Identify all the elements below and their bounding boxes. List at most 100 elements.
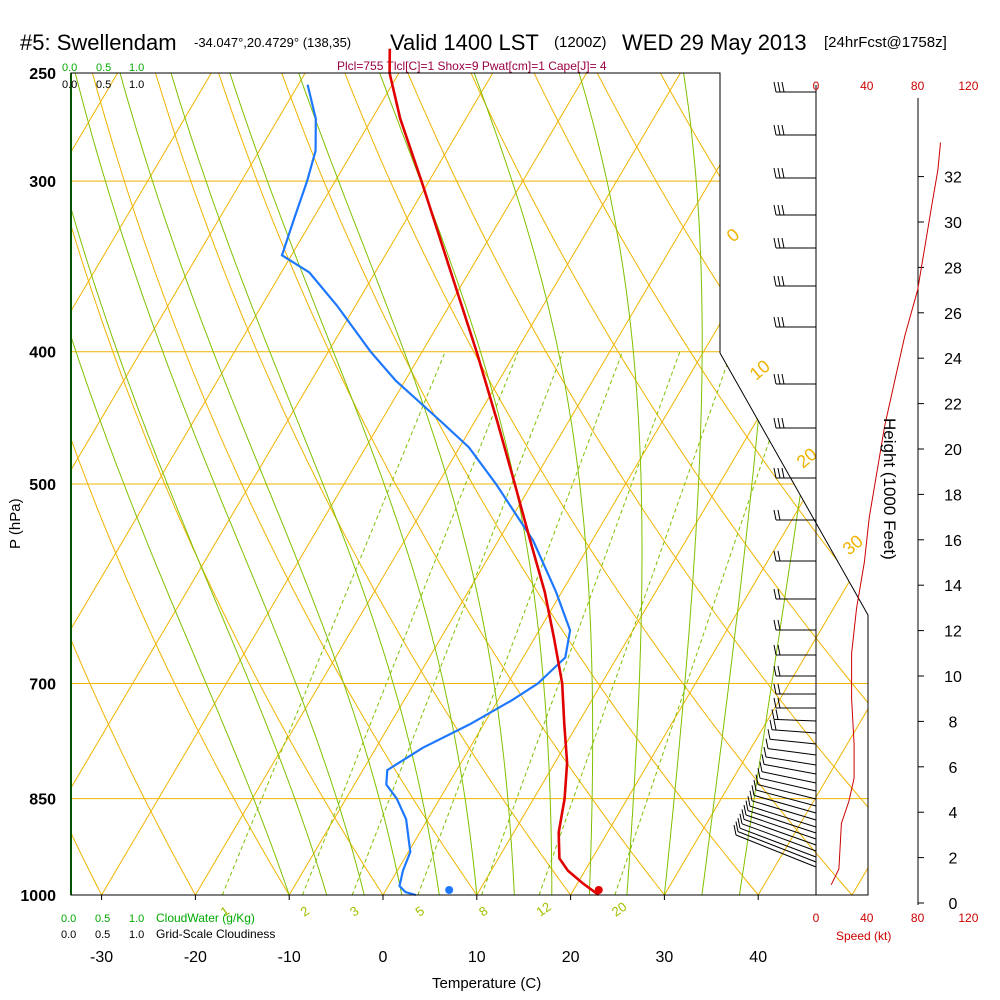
- isotherm-line: [71, 73, 494, 895]
- pressure-tick-label: 300: [29, 174, 56, 191]
- wind-barb-shaft: [759, 777, 817, 792]
- temperature-line: [388, 48, 600, 897]
- pressure-tick-label: 850: [29, 792, 56, 809]
- height-tick-label: 28: [944, 260, 962, 277]
- speed-axis-title: Speed (kt): [836, 929, 891, 943]
- wind-barb-flag: [737, 818, 741, 829]
- wind-barb-flag: [777, 417, 781, 429]
- height-tick-label: 18: [944, 487, 962, 504]
- speed-tick-top: 80: [911, 79, 925, 93]
- moist-adiabat: [663, 73, 703, 895]
- wind-barb-shaft: [757, 784, 817, 800]
- wind-barb-shaft: [753, 794, 817, 814]
- wind-barb-flag: [781, 167, 785, 179]
- x-axis-title: Temperature (C): [432, 975, 541, 992]
- mixing-ratio-label: 20: [609, 899, 629, 920]
- dry-adiabat: [147, 73, 572, 895]
- surface-temperature-dot: [594, 886, 603, 894]
- wind-barb-flag: [777, 316, 781, 328]
- speed-tick-top: 120: [958, 79, 978, 93]
- height-tick-label: 32: [944, 170, 962, 187]
- pressure-tick-label: 250: [29, 66, 56, 83]
- cloudiness-tick-top-1: 0.5: [96, 79, 111, 91]
- wind-barb-flag: [781, 316, 785, 328]
- isotherm-line: [663, 73, 868, 895]
- wind-barbs: [733, 81, 817, 895]
- wind-barb-flag: [773, 237, 777, 249]
- wind-barb-flag: [781, 204, 785, 216]
- speed-tick-bottom: 40: [860, 911, 874, 925]
- wind-barb-shaft: [769, 738, 817, 745]
- wind-barb-flag: [777, 237, 781, 249]
- wind-barb-shaft: [767, 748, 817, 756]
- isotherm-line: [476, 73, 868, 895]
- cloud-water-label: CloudWater (g/Kg): [156, 911, 255, 925]
- wind-barb-flag: [745, 800, 749, 811]
- x-tick-label: 30: [656, 949, 674, 966]
- speed-tick-bottom: 0: [813, 911, 820, 925]
- valid-date: WED 29 May 2013: [622, 30, 807, 55]
- pressure-tick-label: 400: [29, 345, 56, 362]
- wind-barb-flag: [741, 809, 745, 820]
- wind-barb-flag: [777, 509, 781, 521]
- wind-barb-flag: [773, 619, 777, 631]
- wind-barb-flag: [739, 813, 743, 824]
- wind-barb-shaft: [737, 831, 817, 863]
- isotherm-line: [71, 73, 400, 895]
- speed-panel: 0246810121416182022242628303200404080801…: [813, 79, 979, 925]
- wind-barb-flag: [755, 774, 759, 785]
- wind-barb-shaft: [761, 771, 817, 784]
- isotherm-line: [851, 73, 868, 895]
- cloud-scale: 0.0 0.5 1.0 0.0 0.5 1.0 0.0 0.5 1.0 Clou…: [61, 62, 275, 941]
- wind-barb-shaft: [771, 729, 817, 734]
- x-tick-label: -20: [184, 949, 207, 966]
- dry-adiabat: [959, 49, 1000, 895]
- pressure-tick-label: 700: [29, 677, 56, 694]
- wind-barb-flag: [753, 779, 757, 791]
- mixing-ratio-label: 2: [297, 903, 312, 919]
- moist-adiabat: [71, 73, 328, 895]
- wind-barb-flag: [769, 719, 773, 730]
- surface-dewpoint-dot: [445, 886, 454, 894]
- wind-barb-flag: [781, 237, 785, 249]
- moist-adiabat: [464, 73, 594, 895]
- wind-barb-flag: [773, 683, 777, 695]
- wind-barb-flag: [781, 417, 785, 429]
- wind-barb-flag: [773, 204, 777, 216]
- wind-barb-flag: [763, 746, 767, 758]
- wind-barb-flag: [777, 167, 781, 179]
- stability-indices: Plcl=755 Tlcl[C]=1 Shox=9 Pwat[cm]=1 Cap…: [337, 59, 607, 73]
- isotherm-line: [757, 73, 868, 895]
- wind-barb-shaft: [763, 763, 817, 775]
- wind-barb-flag: [781, 124, 785, 136]
- wind-barb-flag: [773, 665, 777, 677]
- wind-barb-flag: [757, 768, 761, 779]
- wind-barb-flag: [775, 709, 779, 720]
- x-tick-label: -10: [278, 949, 301, 966]
- wind-barb-flag: [777, 204, 781, 216]
- dry-adiabat: [397, 73, 868, 895]
- cloudiness-tick-top-2: 1.0: [129, 79, 144, 91]
- moist-adiabat: [370, 73, 553, 895]
- wind-barb-flag: [773, 275, 777, 287]
- isotherm-line: [101, 73, 588, 895]
- height-tick-label: 10: [944, 669, 962, 686]
- wind-barb-flag: [777, 697, 781, 709]
- wind-barb-flag: [765, 738, 769, 749]
- wind-barb-flag: [777, 683, 781, 695]
- mixing-ratio-label: 3: [347, 903, 362, 919]
- wind-barb-flag: [777, 373, 781, 385]
- thermo-grid: [71, 49, 1000, 895]
- wind-barb-flag: [781, 275, 785, 287]
- x-tick-label: 10: [468, 949, 486, 966]
- isotherm-line: [71, 73, 306, 895]
- height-tick-label: 12: [944, 624, 962, 641]
- wind-barb-flag: [777, 619, 781, 631]
- wind-barb-flag: [747, 796, 751, 807]
- wind-barb-flag: [767, 729, 771, 740]
- dry-adiabat: [85, 73, 478, 895]
- wind-barb-flag: [781, 467, 785, 479]
- cloud-tick-top-2: 1.0: [129, 62, 144, 74]
- wind-barb-flag: [773, 373, 777, 385]
